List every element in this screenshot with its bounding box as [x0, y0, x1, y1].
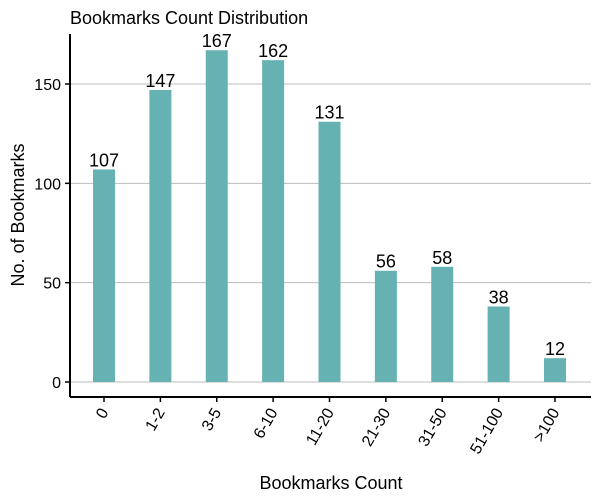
- x-axis-ticks: 0 1-2 3-5 6-10 11-20 21-30 31-50 51-100 >100: [93, 397, 564, 457]
- bar-6: [431, 266, 454, 382]
- x-tick-label-4: 11-20: [303, 405, 338, 448]
- y-axis-ticks: 0 50 100 150: [34, 77, 70, 392]
- data-label-7: 38: [489, 288, 509, 308]
- y-tick-label: 150: [34, 77, 61, 94]
- y-tick-label: 100: [34, 176, 61, 193]
- x-tick-label-1: 1-2: [143, 405, 169, 434]
- y-tick-label: 50: [43, 276, 61, 293]
- data-label-0: 107: [89, 150, 119, 170]
- x-tick-label-3: 6-10: [251, 405, 282, 441]
- x-tick-label-5: 21-30: [359, 405, 394, 449]
- data-label-6: 58: [432, 248, 452, 268]
- y-axis-title: No. of Bookmarks: [8, 143, 28, 286]
- data-label-8: 12: [545, 339, 565, 359]
- data-labels: 107 147 167 162 131 56 58 38 12: [89, 31, 565, 359]
- data-label-4: 131: [314, 103, 344, 123]
- bar-2: [205, 50, 228, 383]
- data-label-3: 162: [258, 41, 288, 61]
- bar-5: [374, 270, 397, 382]
- chart-title: Bookmarks Count Distribution: [70, 8, 308, 28]
- x-tick-label-8: >100: [531, 405, 564, 445]
- y-tick-label: 0: [52, 375, 61, 392]
- bar-4: [318, 121, 341, 382]
- bar-7: [487, 306, 510, 382]
- bar-8: [544, 358, 566, 382]
- bar-3: [262, 60, 285, 382]
- x-axis-title: Bookmarks Count: [259, 473, 402, 493]
- x-tick-label-6: 31-50: [416, 405, 451, 449]
- x-tick-label-2: 3-5: [199, 405, 225, 434]
- data-label-2: 167: [202, 31, 232, 51]
- x-tick-label-7: 51-100: [467, 405, 507, 457]
- bar-0: [93, 169, 115, 382]
- x-tick-label-0: 0: [93, 405, 112, 421]
- bars: [93, 50, 566, 383]
- bar-1: [149, 89, 172, 383]
- data-label-1: 147: [145, 71, 175, 91]
- data-label-5: 56: [376, 252, 396, 272]
